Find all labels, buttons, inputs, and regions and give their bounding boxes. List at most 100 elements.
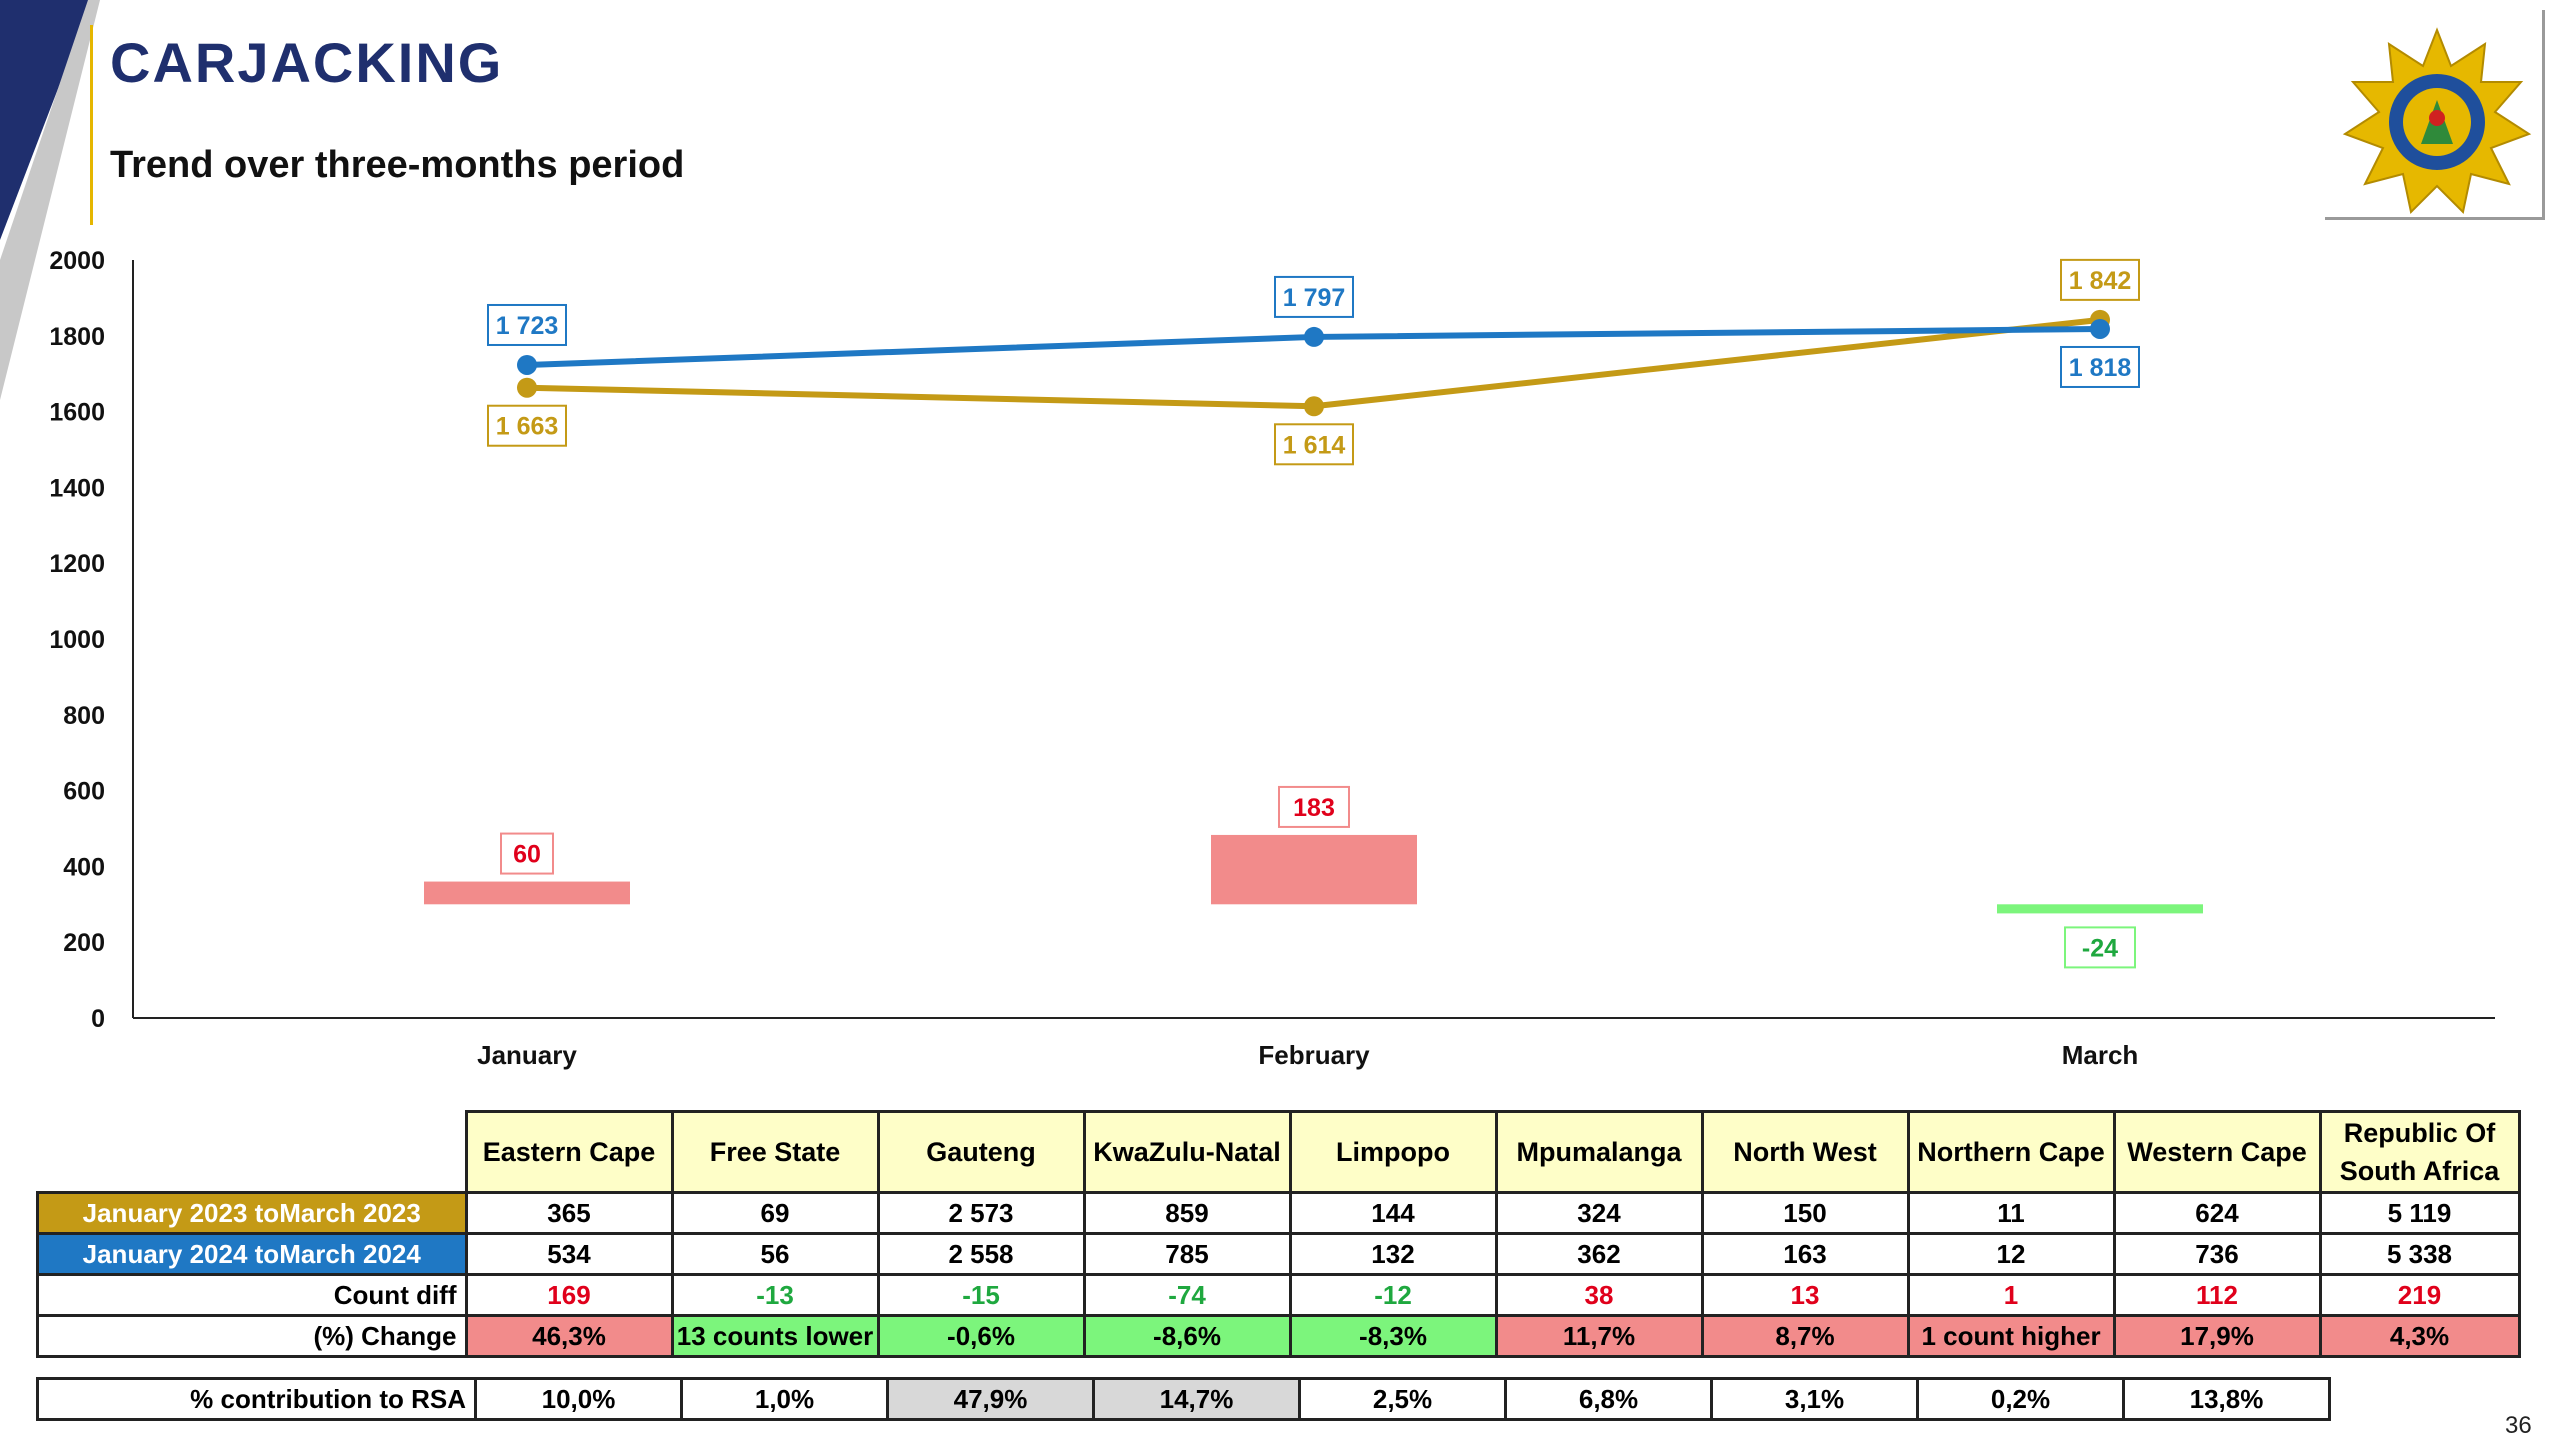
table-cell: 150 — [1700, 1191, 1910, 1235]
table-row-2023: January 2023 toMarch 2023 365 69 2 573 8… — [36, 1191, 2521, 1235]
table-header-cell: KwaZulu-Natal — [1082, 1110, 1292, 1194]
data-label: 1 818 — [2069, 354, 2132, 382]
table-header-cell: Gauteng — [876, 1110, 1086, 1194]
row-label: % contribution to RSA — [36, 1377, 477, 1421]
table-cell: 112 — [2112, 1273, 2322, 1317]
difference-bar — [1211, 834, 1417, 905]
table-cell: 219 — [2318, 1273, 2521, 1317]
table-header-cell: Eastern Cape — [464, 1110, 674, 1194]
table-cell: 1 — [1906, 1273, 2116, 1317]
table-cell: -12 — [1288, 1273, 1498, 1317]
data-label: 1 663 — [496, 413, 559, 441]
table-cell: 624 — [2112, 1191, 2322, 1235]
table-cell: 362 — [1494, 1232, 1704, 1276]
data-label-box — [487, 404, 567, 447]
row-label: January 2023 toMarch 2023 — [36, 1191, 468, 1235]
data-label-box — [2060, 258, 2140, 301]
series-lines: 1 663 1 614 1 842 1 723 1 797 1 818 — [487, 258, 2140, 466]
data-label: 1 614 — [1283, 431, 1346, 459]
series-point — [1304, 326, 1324, 347]
table-cell: 17,9% — [2112, 1314, 2322, 1358]
difference-data-label: 60 — [513, 841, 541, 869]
table-header-rsa: Republic Of South Africa — [2318, 1110, 2521, 1194]
y-tick-label: 1000 — [49, 626, 105, 654]
table-cell: 163 — [1700, 1232, 1910, 1276]
table-cell: 2 573 — [876, 1191, 1086, 1235]
table-cell: 785 — [1082, 1232, 1292, 1276]
table-cell: 4,3% — [2318, 1314, 2521, 1358]
y-tick-label: 1600 — [49, 399, 105, 427]
row-label: (%) Change — [36, 1314, 468, 1358]
y-tick-label: 200 — [63, 929, 105, 957]
page-subtitle: Trend over three-months period — [110, 144, 685, 186]
table-cell: -8,6% — [1082, 1314, 1292, 1358]
difference-label-box — [1278, 785, 1350, 828]
difference-bar — [1997, 904, 2203, 914]
table-header-cell: Free State — [670, 1110, 880, 1194]
table-header-cell: Western Cape — [2112, 1110, 2322, 1194]
y-tick-label: 600 — [63, 778, 105, 806]
y-tick-label: 1800 — [49, 323, 105, 351]
row-label: Count diff — [36, 1273, 468, 1317]
table-cell: 10,0% — [474, 1377, 683, 1421]
table-row-count-diff: Count diff 169 -13 -15 -74 -12 38 13 1 1… — [36, 1273, 2521, 1317]
series-point — [517, 354, 537, 375]
table-cell: -0,6% — [876, 1314, 1086, 1358]
table-cell: 1,0% — [680, 1377, 889, 1421]
y-tick-label: 800 — [63, 702, 105, 730]
data-label-box — [1274, 275, 1354, 318]
difference-label-box — [500, 832, 554, 875]
table-cell: 324 — [1494, 1191, 1704, 1235]
y-tick-label: 0 — [91, 1005, 105, 1033]
series-point — [2090, 318, 2110, 339]
table-cell: 859 — [1082, 1191, 1292, 1235]
series-point — [517, 377, 537, 398]
table-cell: 56 — [670, 1232, 880, 1276]
data-label: 1 797 — [1283, 284, 1346, 312]
x-tick-label: January — [477, 1040, 577, 1070]
y-tick-label: 1400 — [49, 474, 105, 502]
x-tick-label: February — [1258, 1040, 1370, 1070]
table-header-cell: Mpumalanga — [1494, 1110, 1704, 1194]
x-axis: January February March — [477, 1040, 2138, 1070]
data-label-box — [2060, 345, 2140, 388]
saps-star-badge-icon — [2342, 27, 2532, 215]
table-header-cell: Limpopo — [1288, 1110, 1498, 1194]
difference-data-label: -24 — [2082, 934, 2118, 962]
table-cell: 3,1% — [1710, 1377, 1919, 1421]
y-tick-label: 2000 — [49, 247, 105, 275]
table-cell: 144 — [1288, 1191, 1498, 1235]
table-header-row: Eastern Cape Free State Gauteng KwaZulu-… — [38, 1110, 2521, 1194]
data-label-box — [1274, 423, 1354, 466]
table-cell: 2,5% — [1298, 1377, 1507, 1421]
x-tick-label: March — [2062, 1040, 2139, 1070]
table-cell: 365 — [464, 1191, 674, 1235]
series-point — [1304, 396, 1324, 417]
table-cell: 13,8% — [2122, 1377, 2331, 1421]
table-cell: 6,8% — [1504, 1377, 1713, 1421]
table-row-pct-change: (%) Change 46,3% 13 counts lower -0,6% -… — [36, 1314, 2521, 1358]
title-accent-line — [90, 25, 93, 225]
table-cell: 5 119 — [2318, 1191, 2521, 1235]
table-cell: 5 338 — [2318, 1232, 2521, 1276]
table-cell: 0,2% — [1916, 1377, 2125, 1421]
table-cell: 132 — [1288, 1232, 1498, 1276]
difference-bars: 60 183 -24 — [424, 785, 2203, 969]
saps-logo — [2325, 10, 2545, 220]
table-row-2024: January 2024 toMarch 2024 534 56 2 558 7… — [36, 1232, 2521, 1276]
table-cell: 14,7% — [1092, 1377, 1301, 1421]
row-label: January 2024 toMarch 2024 — [36, 1232, 468, 1276]
table-cell: 13 counts lower — [670, 1314, 880, 1358]
table-cell: 11,7% — [1494, 1314, 1704, 1358]
data-label: 1 842 — [2069, 267, 2132, 295]
province-table: Eastern Cape Free State Gauteng KwaZulu-… — [36, 1110, 2521, 1358]
table-cell: 46,3% — [464, 1314, 674, 1358]
table-cell: 2 558 — [876, 1232, 1086, 1276]
page-number: 36 — [2505, 1412, 2532, 1439]
table-cell: -15 — [876, 1273, 1086, 1317]
table-cell: 69 — [670, 1191, 880, 1235]
table-row-contribution: % contribution to RSA 10,0% 1,0% 47,9% 1… — [36, 1377, 2331, 1421]
data-label: 1 723 — [496, 312, 559, 340]
y-tick-label: 1200 — [49, 550, 105, 578]
